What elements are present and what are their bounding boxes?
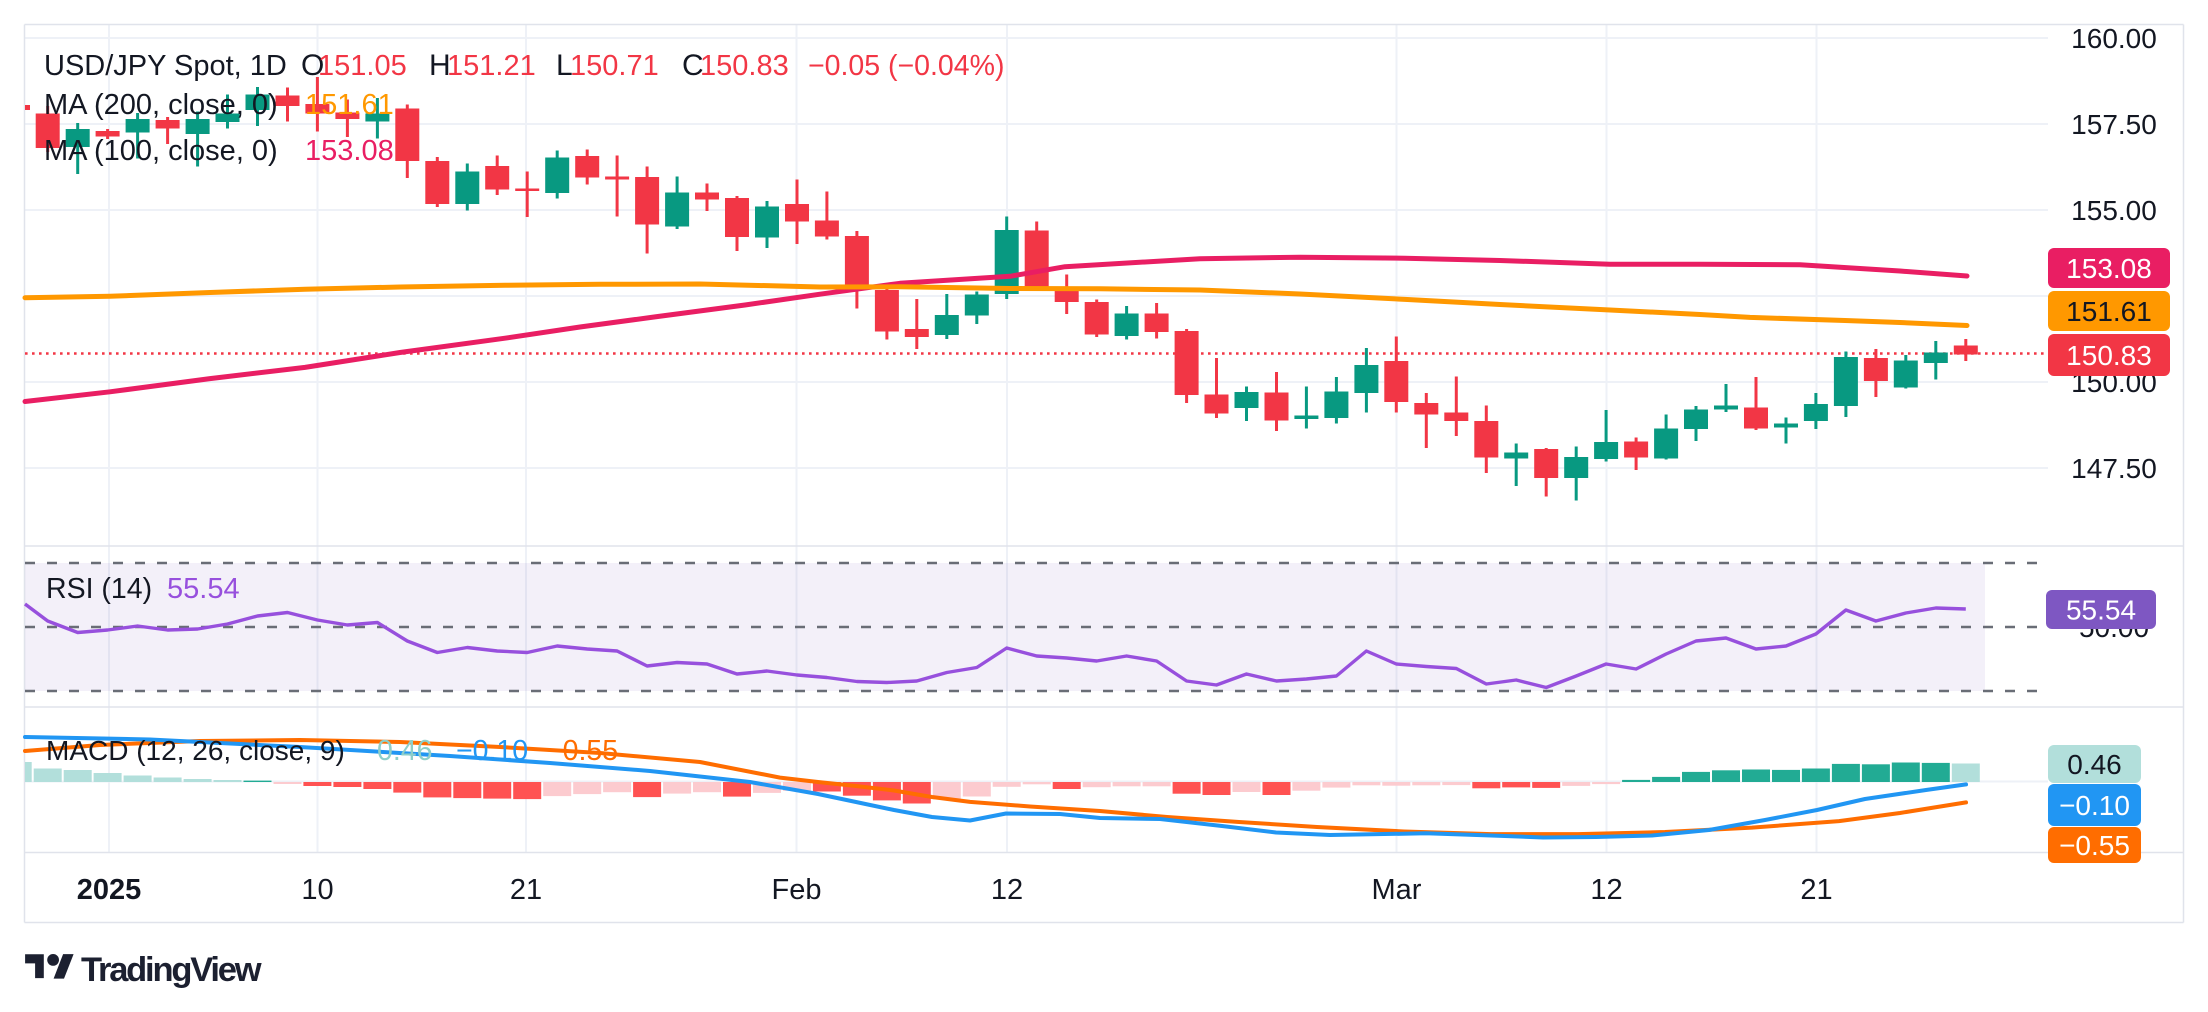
svg-text:0.46: 0.46 [2067, 749, 2122, 780]
svg-text:Mar: Mar [1372, 874, 1422, 906]
svg-text:MACD (12, 26, close, 9): MACD (12, 26, close, 9) [46, 735, 345, 766]
svg-text:55.54: 55.54 [2066, 595, 2136, 626]
svg-text:−0.55: −0.55 [546, 735, 618, 767]
svg-text:150.83: 150.83 [2066, 340, 2152, 371]
svg-text:153.08: 153.08 [305, 135, 394, 167]
svg-text:H: H [429, 49, 451, 82]
svg-text:MA (200, close, 0): MA (200, close, 0) [44, 89, 278, 121]
svg-text:160.00: 160.00 [2071, 23, 2157, 54]
svg-text:2025: 2025 [77, 874, 142, 906]
svg-text:150.83: 150.83 [700, 50, 789, 82]
svg-text:−0.55: −0.55 [2059, 830, 2130, 861]
svg-text:12: 12 [991, 874, 1023, 906]
svg-text:150.71: 150.71 [570, 50, 659, 82]
svg-text:C: C [682, 49, 704, 82]
svg-text:157.50: 157.50 [2071, 109, 2157, 140]
svg-text:151.05: 151.05 [318, 50, 407, 82]
svg-text:21: 21 [1800, 874, 1832, 906]
svg-text:21: 21 [510, 874, 542, 906]
svg-text:−0.10: −0.10 [2059, 790, 2130, 821]
svg-text:0.46: 0.46 [377, 735, 432, 767]
svg-text:151.61: 151.61 [305, 89, 394, 121]
svg-text:TradingView: TradingView [81, 951, 262, 989]
svg-text:147.50: 147.50 [2071, 453, 2157, 484]
svg-text:153.08: 153.08 [2066, 253, 2152, 284]
svg-text:12: 12 [1590, 874, 1622, 906]
svg-text:151.21: 151.21 [447, 50, 536, 82]
svg-text:−0.10: −0.10 [456, 735, 528, 767]
svg-text:L: L [556, 49, 573, 82]
svg-text:USD/JPY Spot, 1D: USD/JPY Spot, 1D [44, 50, 287, 82]
svg-text:Feb: Feb [772, 874, 822, 906]
svg-text:155.00: 155.00 [2071, 195, 2157, 226]
svg-text:10: 10 [301, 874, 333, 906]
svg-text:RSI (14): RSI (14) [46, 573, 152, 605]
svg-text:55.54: 55.54 [167, 573, 240, 605]
svg-text:O: O [301, 49, 324, 82]
svg-text:MA (100, close, 0): MA (100, close, 0) [44, 135, 278, 167]
svg-text:−0.05 (−0.04%): −0.05 (−0.04%) [808, 50, 1004, 82]
svg-text:151.61: 151.61 [2066, 296, 2152, 327]
